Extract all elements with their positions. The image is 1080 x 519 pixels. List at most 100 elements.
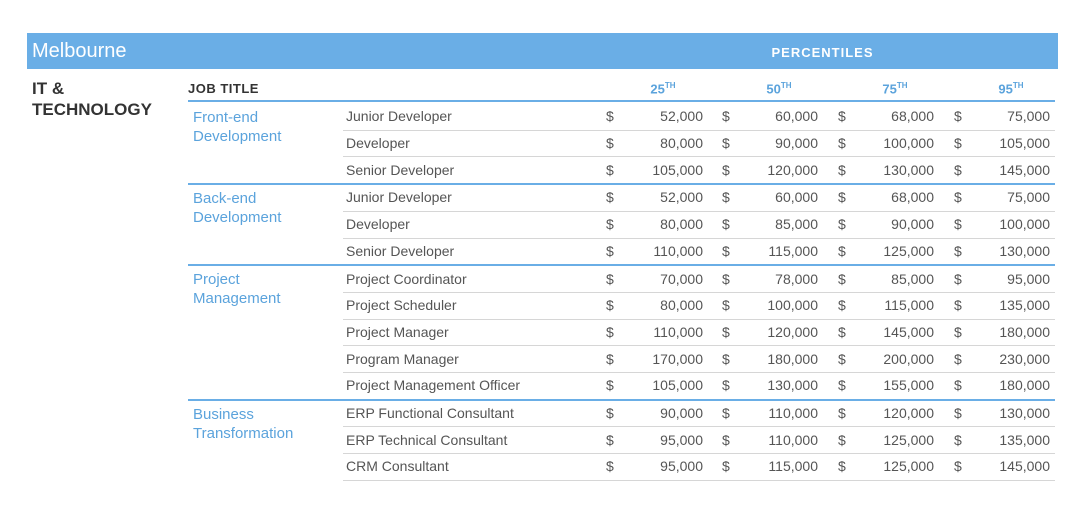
- salary: 115,000: [768, 242, 818, 259]
- salary: 90,000: [660, 405, 703, 422]
- row-rule: [343, 291, 1055, 293]
- sector: IT & TECHNOLOGY: [32, 79, 152, 119]
- currency: $: [606, 458, 614, 475]
- currency: $: [606, 108, 614, 125]
- currency: $: [606, 135, 614, 152]
- currency: $: [838, 297, 846, 314]
- currency: $: [954, 431, 962, 448]
- currency: $: [606, 297, 614, 314]
- salary: 115,000: [768, 458, 818, 475]
- salary: 105,000: [652, 161, 703, 178]
- row-rule: [343, 237, 1055, 239]
- salary: 230,000: [999, 350, 1050, 367]
- job-title: Developer: [346, 135, 410, 152]
- salary: 100,000: [767, 297, 818, 314]
- percentile-header: 50TH: [749, 81, 809, 96]
- salary: 100,000: [883, 135, 934, 152]
- salary: 110,000: [768, 405, 818, 422]
- job-title: CRM Consultant: [346, 458, 449, 475]
- currency: $: [606, 405, 614, 422]
- currency: $: [722, 350, 730, 367]
- salary: 130,000: [999, 405, 1050, 422]
- currency: $: [838, 350, 846, 367]
- city: Melbourne: [32, 40, 127, 62]
- salary: 75,000: [1007, 189, 1050, 206]
- percentile-header: 75TH: [865, 81, 925, 96]
- currency: $: [722, 270, 730, 287]
- currency: $: [954, 350, 962, 367]
- row-rule: [343, 129, 1055, 131]
- salary: 120,000: [767, 323, 818, 340]
- salary: 75,000: [1007, 108, 1050, 125]
- salary: 180,000: [767, 350, 818, 367]
- salary: 80,000: [660, 135, 703, 152]
- salary: 95,000: [660, 458, 703, 475]
- currency: $: [722, 216, 730, 233]
- currency: $: [606, 377, 614, 394]
- currency: $: [722, 242, 730, 259]
- currency: $: [838, 458, 846, 475]
- currency: $: [954, 377, 962, 394]
- salary: 145,000: [999, 458, 1050, 475]
- salary: 145,000: [999, 161, 1050, 178]
- currency: $: [838, 242, 846, 259]
- salary: 52,000: [660, 189, 703, 206]
- salary: 70,000: [660, 270, 703, 287]
- currency: $: [954, 216, 962, 233]
- currency: $: [722, 405, 730, 422]
- header-bar: [27, 33, 1058, 69]
- percentile-number: 25: [650, 81, 665, 97]
- row-rule: [343, 426, 1055, 428]
- salary: 85,000: [775, 216, 818, 233]
- percentile-suffix: TH: [1012, 81, 1024, 90]
- salary: 105,000: [999, 135, 1050, 152]
- job-title: Project Coordinator: [346, 270, 467, 287]
- percentile-header: 25TH: [633, 81, 693, 96]
- percentile-number: 75: [882, 81, 897, 97]
- job-title: Junior Developer: [346, 189, 452, 206]
- percentile-suffix: TH: [780, 81, 792, 90]
- currency: $: [722, 431, 730, 448]
- group-rule: [188, 398, 1055, 401]
- currency: $: [606, 242, 614, 259]
- currency: $: [606, 350, 614, 367]
- salary: 155,000: [883, 377, 934, 394]
- currency: $: [838, 189, 846, 206]
- salary: 105,000: [652, 377, 703, 394]
- currency: $: [838, 135, 846, 152]
- salary: 125,000: [883, 458, 934, 475]
- salary: 95,000: [1007, 270, 1050, 287]
- currency: $: [722, 297, 730, 314]
- currency: $: [838, 323, 846, 340]
- bottom-rule: [343, 479, 1055, 481]
- job-title: Program Manager: [346, 350, 459, 367]
- currency: $: [954, 161, 962, 178]
- salary: 80,000: [660, 297, 703, 314]
- salary: 120,000: [883, 405, 934, 422]
- salary: 90,000: [775, 135, 818, 152]
- currency: $: [606, 270, 614, 287]
- salary: 170,000: [652, 350, 703, 367]
- salary: 120,000: [767, 161, 818, 178]
- group-name: Back-end Development: [193, 190, 282, 227]
- currency: $: [838, 216, 846, 233]
- job-title: ERP Technical Consultant: [346, 431, 508, 448]
- salary: 125,000: [883, 431, 934, 448]
- job-title: Project Scheduler: [346, 297, 457, 314]
- currency: $: [838, 270, 846, 287]
- header-rule: [188, 100, 1055, 102]
- currency: $: [722, 108, 730, 125]
- salary: 130,000: [999, 242, 1050, 259]
- currency: $: [722, 161, 730, 178]
- group-name: Business Transformation: [193, 405, 294, 442]
- currency: $: [606, 161, 614, 178]
- currency: $: [838, 161, 846, 178]
- currency: $: [954, 458, 962, 475]
- salary: 135,000: [999, 297, 1050, 314]
- salary: 130,000: [767, 377, 818, 394]
- salary: 130,000: [883, 161, 934, 178]
- salary: 110,000: [653, 323, 703, 340]
- salary: 110,000: [653, 242, 703, 259]
- currency: $: [722, 135, 730, 152]
- currency: $: [954, 135, 962, 152]
